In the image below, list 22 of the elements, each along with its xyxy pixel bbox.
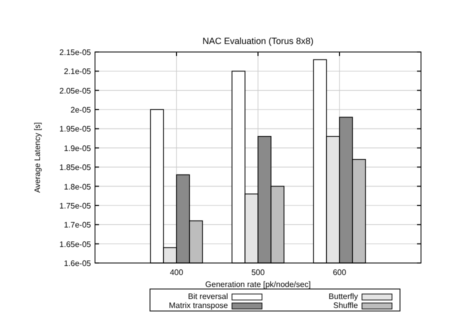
y-tick-label: 1.75e-05	[59, 201, 92, 210]
y-axis-title: Average Latency [s]	[33, 122, 42, 193]
y-tick-label: 2.15e-05	[59, 48, 92, 57]
x-tick-label: 500	[251, 268, 266, 277]
y-tick-label: 1.65e-05	[59, 240, 92, 249]
legend-label: Shuffle	[333, 301, 359, 310]
y-tick-label: 1.95e-05	[59, 124, 92, 134]
y-tick-label: 1.7e-05	[64, 220, 92, 230]
y-tick-label: 2e-05	[70, 106, 92, 115]
legend-label: Butterfly	[328, 292, 358, 301]
chart-title: NAC Evaluation (Torus 8x8)	[202, 36, 314, 46]
y-tick-label: 1.85e-05	[59, 163, 92, 172]
y-tick-label: 2.05e-05	[59, 86, 92, 96]
x-axis-title: Generation rate [pk/node/sec]	[205, 280, 311, 289]
legend-label: Matrix transpose	[168, 301, 229, 310]
legend-label: Bit reversal	[188, 292, 228, 301]
x-tick-label: 600	[332, 268, 347, 277]
y-tick-label: 1.8e-05	[64, 182, 92, 192]
y-tick-label: 2.1e-05	[64, 67, 92, 76]
y-tick-label: 1.6e-05	[64, 259, 92, 268]
y-tick-label: 1.9e-05	[64, 144, 92, 153]
x-tick-label: 400	[170, 268, 184, 277]
